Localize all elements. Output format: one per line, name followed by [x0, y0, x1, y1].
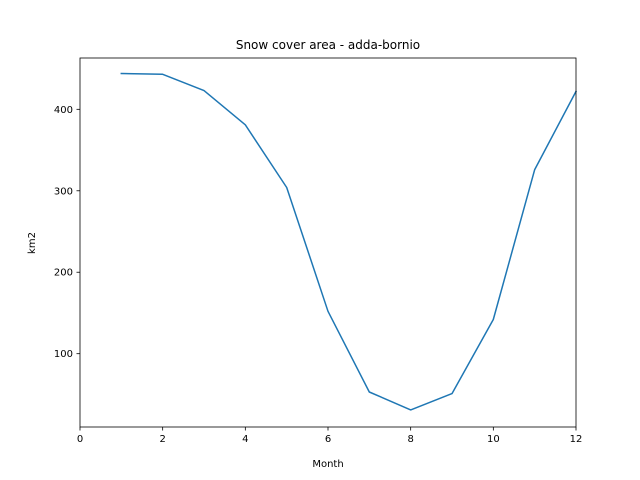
x-tick-label: 8: [407, 434, 413, 445]
y-tick-label: 300: [54, 186, 73, 197]
y-tick-label: 100: [54, 349, 73, 360]
y-tick-label: 400: [54, 105, 73, 116]
y-axis: 100 200 300 400: [54, 105, 80, 360]
x-axis-label: Month: [312, 459, 343, 470]
x-tick-label: 2: [159, 434, 165, 445]
x-tick-label: 0: [77, 434, 83, 445]
x-tick-label: 10: [487, 434, 500, 445]
chart-title: Snow cover area - adda-bornio: [236, 38, 420, 52]
x-tick-label: 12: [570, 434, 583, 445]
x-tick-label: 4: [242, 434, 248, 445]
x-axis: 0 2 4 6 8 10 12: [77, 427, 583, 445]
x-tick-label: 6: [325, 434, 331, 445]
series-line: [120, 72, 578, 411]
plot-frame: [79, 57, 577, 428]
y-axis-label: km2: [27, 232, 38, 254]
y-tick-label: 200: [54, 268, 73, 279]
plot-area: [120, 72, 578, 411]
